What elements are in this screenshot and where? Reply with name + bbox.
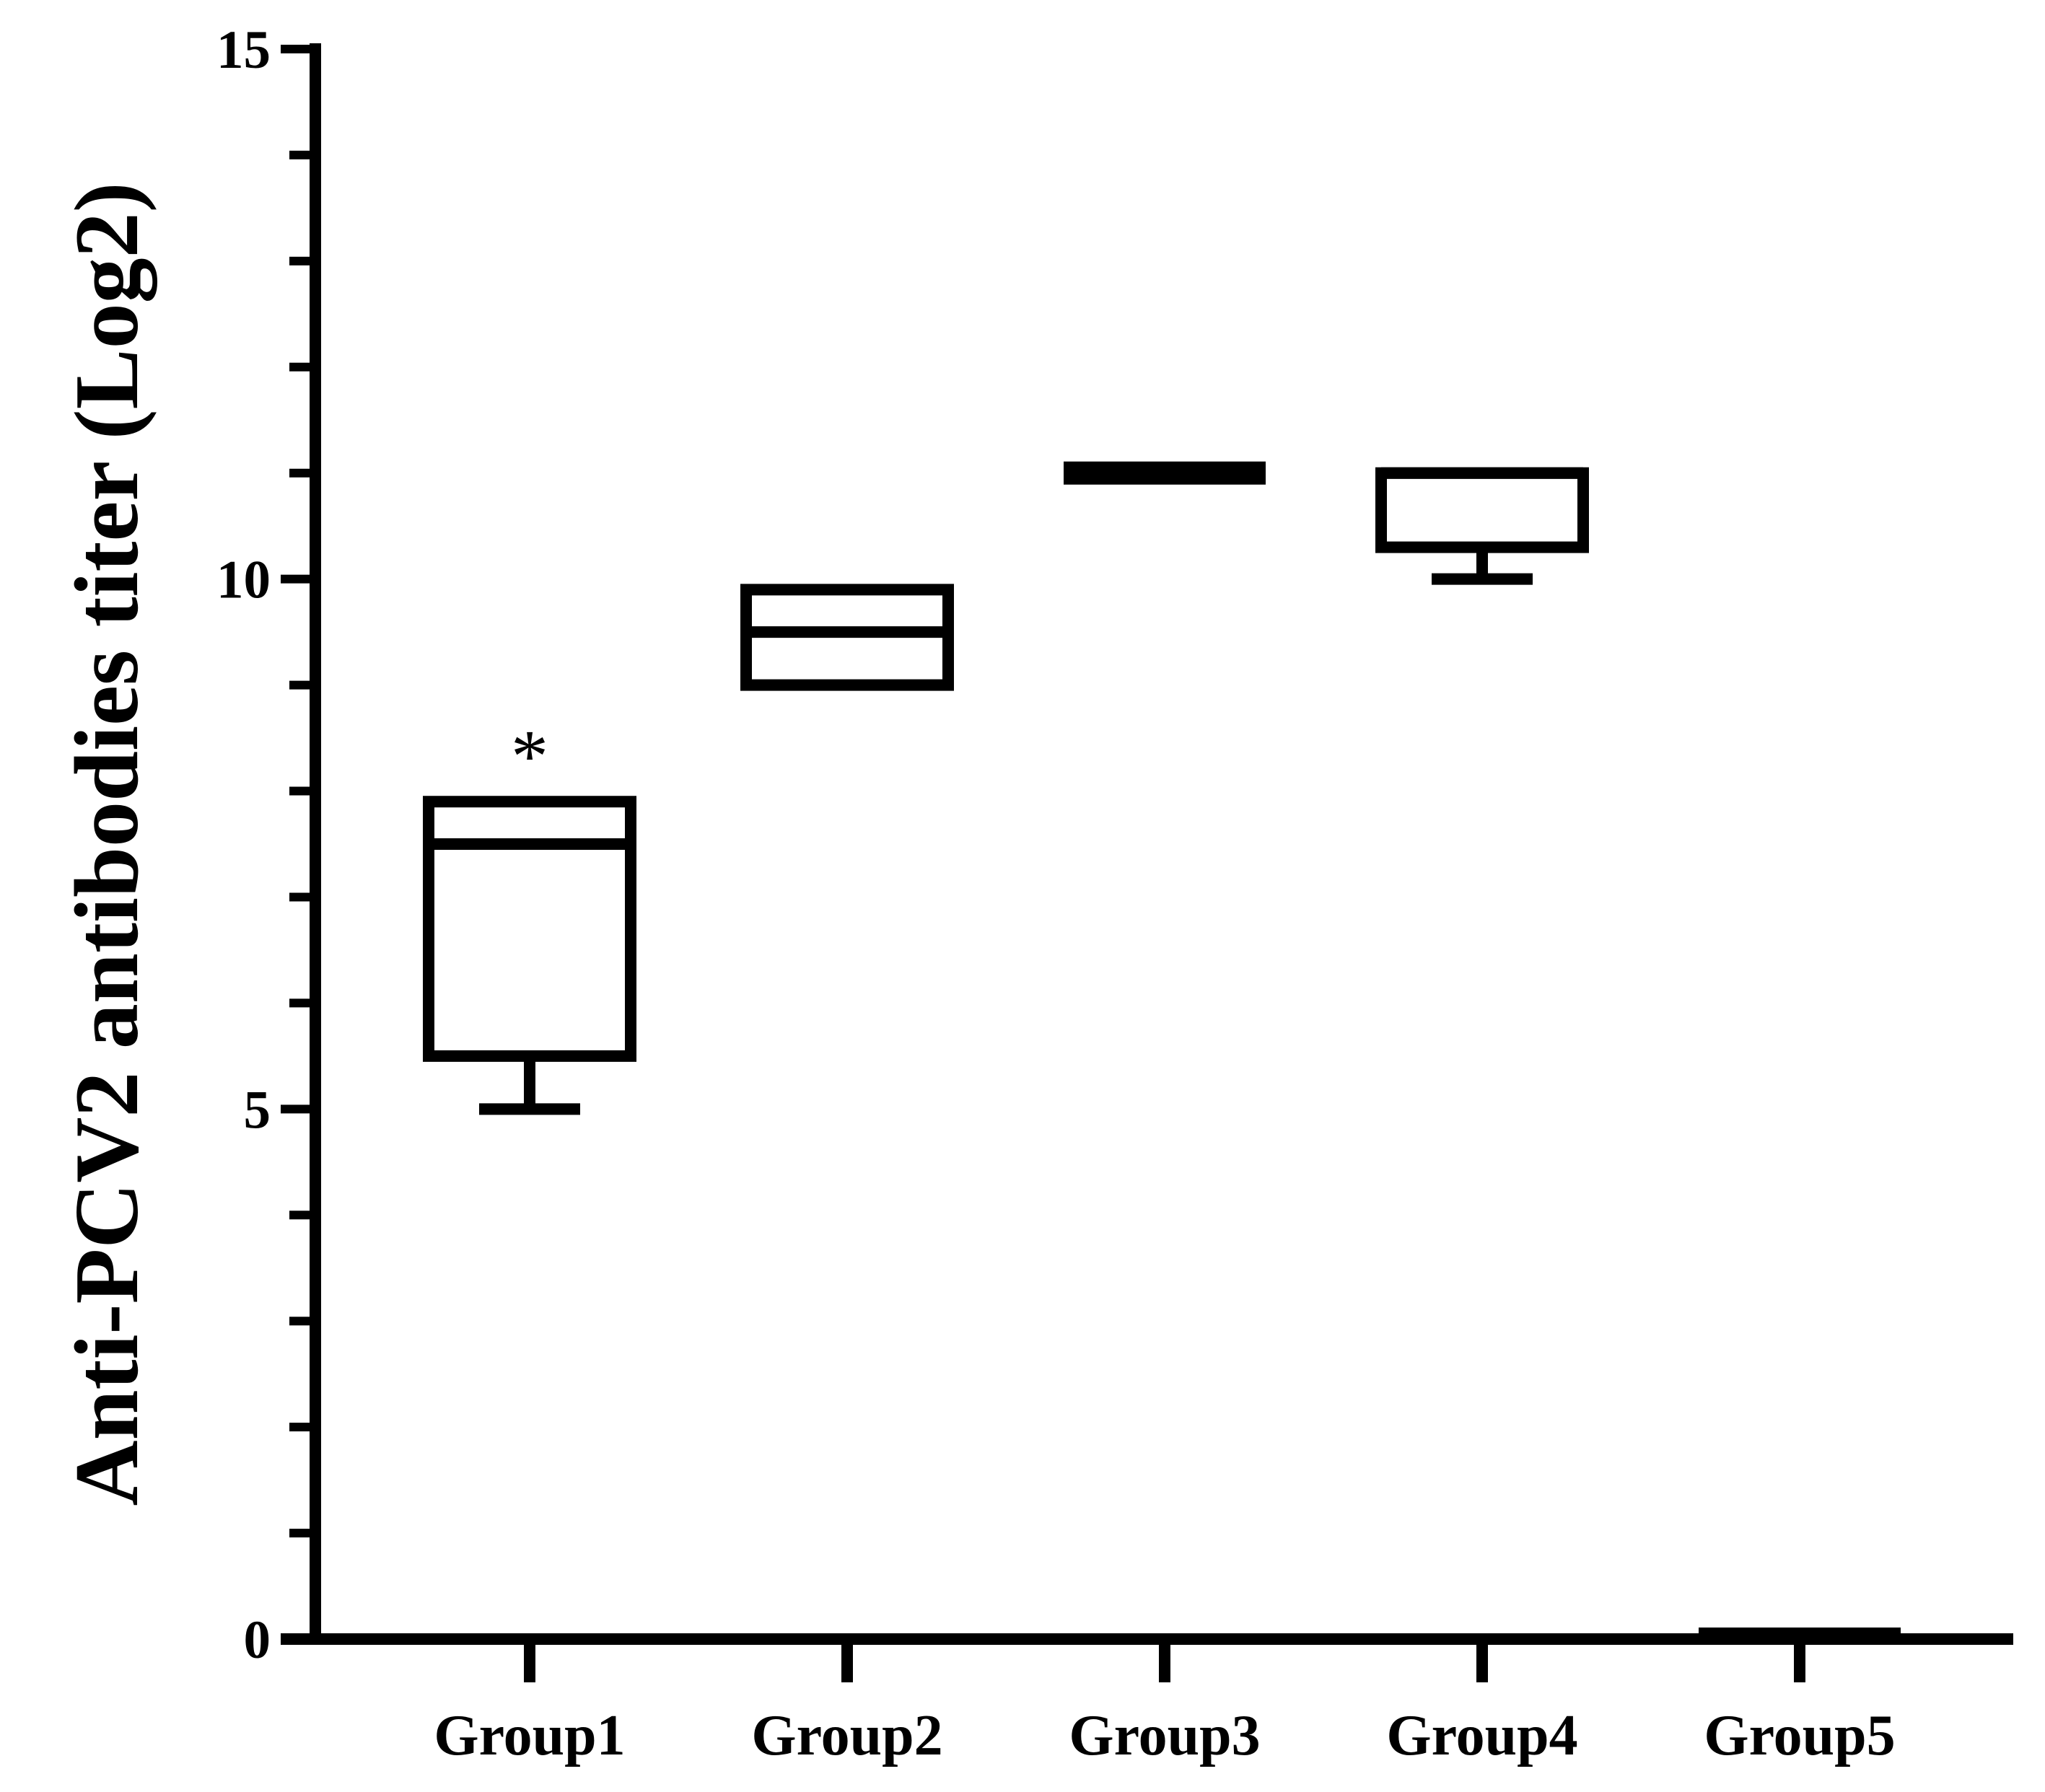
box-group4 [1375, 467, 1589, 585]
y-axis-ticks: 0 5 10 15 [216, 20, 315, 1670]
y-tick-label: 5 [244, 1080, 271, 1140]
boxes [423, 461, 1901, 1641]
x-tick-label: Group2 [751, 1704, 942, 1767]
box-body [1375, 467, 1589, 553]
annotations: * [511, 715, 548, 798]
box-group1 [423, 796, 636, 1115]
x-axis-ticks: Group1 Group2 Group3 Group4 Group5 [434, 1639, 1896, 1767]
box-group5 [1699, 1628, 1901, 1641]
x-tick-label: Group3 [1069, 1704, 1260, 1767]
y-tick-label: 10 [216, 550, 271, 610]
box-collapsed [1064, 461, 1266, 485]
box-collapsed [1699, 1628, 1901, 1641]
x-tick-label: Group1 [434, 1704, 625, 1767]
significance-marker: * [511, 715, 548, 798]
y-tick-label: 0 [244, 1610, 271, 1670]
y-axis-title: Anti-PCV2 antibodies titer (Log2) [57, 182, 157, 1506]
box-group3 [1064, 461, 1266, 485]
x-tick-label: Group4 [1386, 1704, 1577, 1767]
x-tick-label: Group5 [1704, 1704, 1895, 1767]
box-group2 [740, 584, 954, 691]
y-axis-title-group: Anti-PCV2 antibodies titer (Log2) [57, 182, 157, 1506]
y-tick-label: 15 [216, 20, 271, 80]
